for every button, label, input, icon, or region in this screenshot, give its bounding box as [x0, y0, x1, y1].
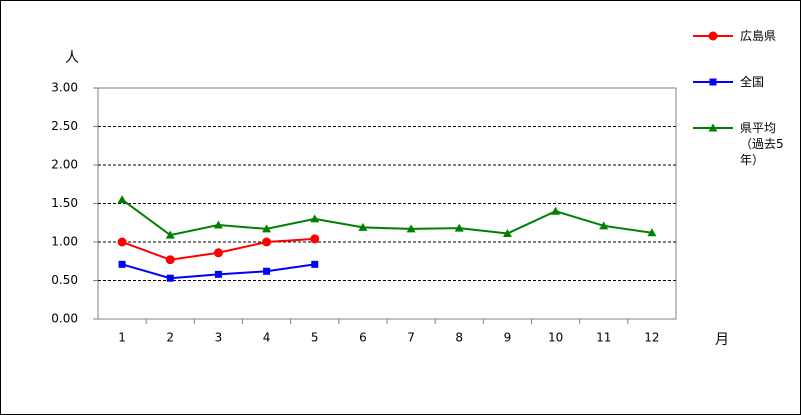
x-tick-label: 3 — [215, 331, 223, 345]
point — [213, 248, 223, 258]
point — [214, 270, 222, 278]
y-tick-label: 2.50 — [51, 119, 78, 133]
point — [406, 224, 416, 233]
x-tick-label: 10 — [548, 331, 563, 345]
series-line — [121, 198, 653, 237]
point — [709, 78, 717, 86]
point — [117, 195, 127, 204]
point — [647, 228, 657, 237]
x-tick-label: 5 — [311, 331, 319, 345]
point — [358, 222, 368, 231]
point — [166, 274, 174, 282]
y-tick-label: 0.50 — [51, 273, 78, 287]
y-tick-label: 1.50 — [51, 196, 78, 210]
point — [213, 220, 223, 229]
y-tick-label: 2.00 — [51, 158, 78, 172]
point — [118, 260, 126, 268]
y-tick-label: 0.00 — [51, 312, 78, 326]
point — [262, 237, 272, 247]
x-tick-label: 1 — [118, 331, 126, 345]
x-tick-label: 11 — [596, 331, 611, 345]
x-tick-label: 8 — [455, 331, 463, 345]
point — [502, 229, 512, 238]
x-tick-label: 4 — [263, 331, 271, 345]
legend-label: 広島県 — [740, 28, 776, 43]
point — [165, 230, 175, 239]
point — [551, 206, 561, 215]
y-axis-label: 人 — [65, 50, 79, 66]
point — [708, 31, 718, 41]
x-tick-label: 6 — [359, 331, 367, 345]
point — [310, 234, 320, 244]
x-tick-label: 12 — [644, 331, 659, 345]
y-tick-label: 3.00 — [51, 81, 78, 95]
legend-label: 全国 — [740, 74, 764, 89]
x-tick-label: 7 — [407, 331, 415, 345]
x-tick-label: 2 — [166, 331, 174, 345]
y-tick-label: 1.00 — [51, 235, 78, 249]
point — [165, 255, 175, 265]
point — [311, 260, 319, 268]
point — [262, 224, 272, 233]
point — [454, 223, 464, 232]
point — [708, 123, 718, 132]
point — [310, 214, 320, 223]
x-axis-label: 月 — [715, 332, 729, 348]
x-tick-label: 9 — [504, 331, 512, 345]
legend-label: 県平均（過去5 年） — [740, 121, 784, 167]
point — [117, 237, 127, 247]
point — [263, 267, 271, 275]
point — [599, 221, 609, 230]
